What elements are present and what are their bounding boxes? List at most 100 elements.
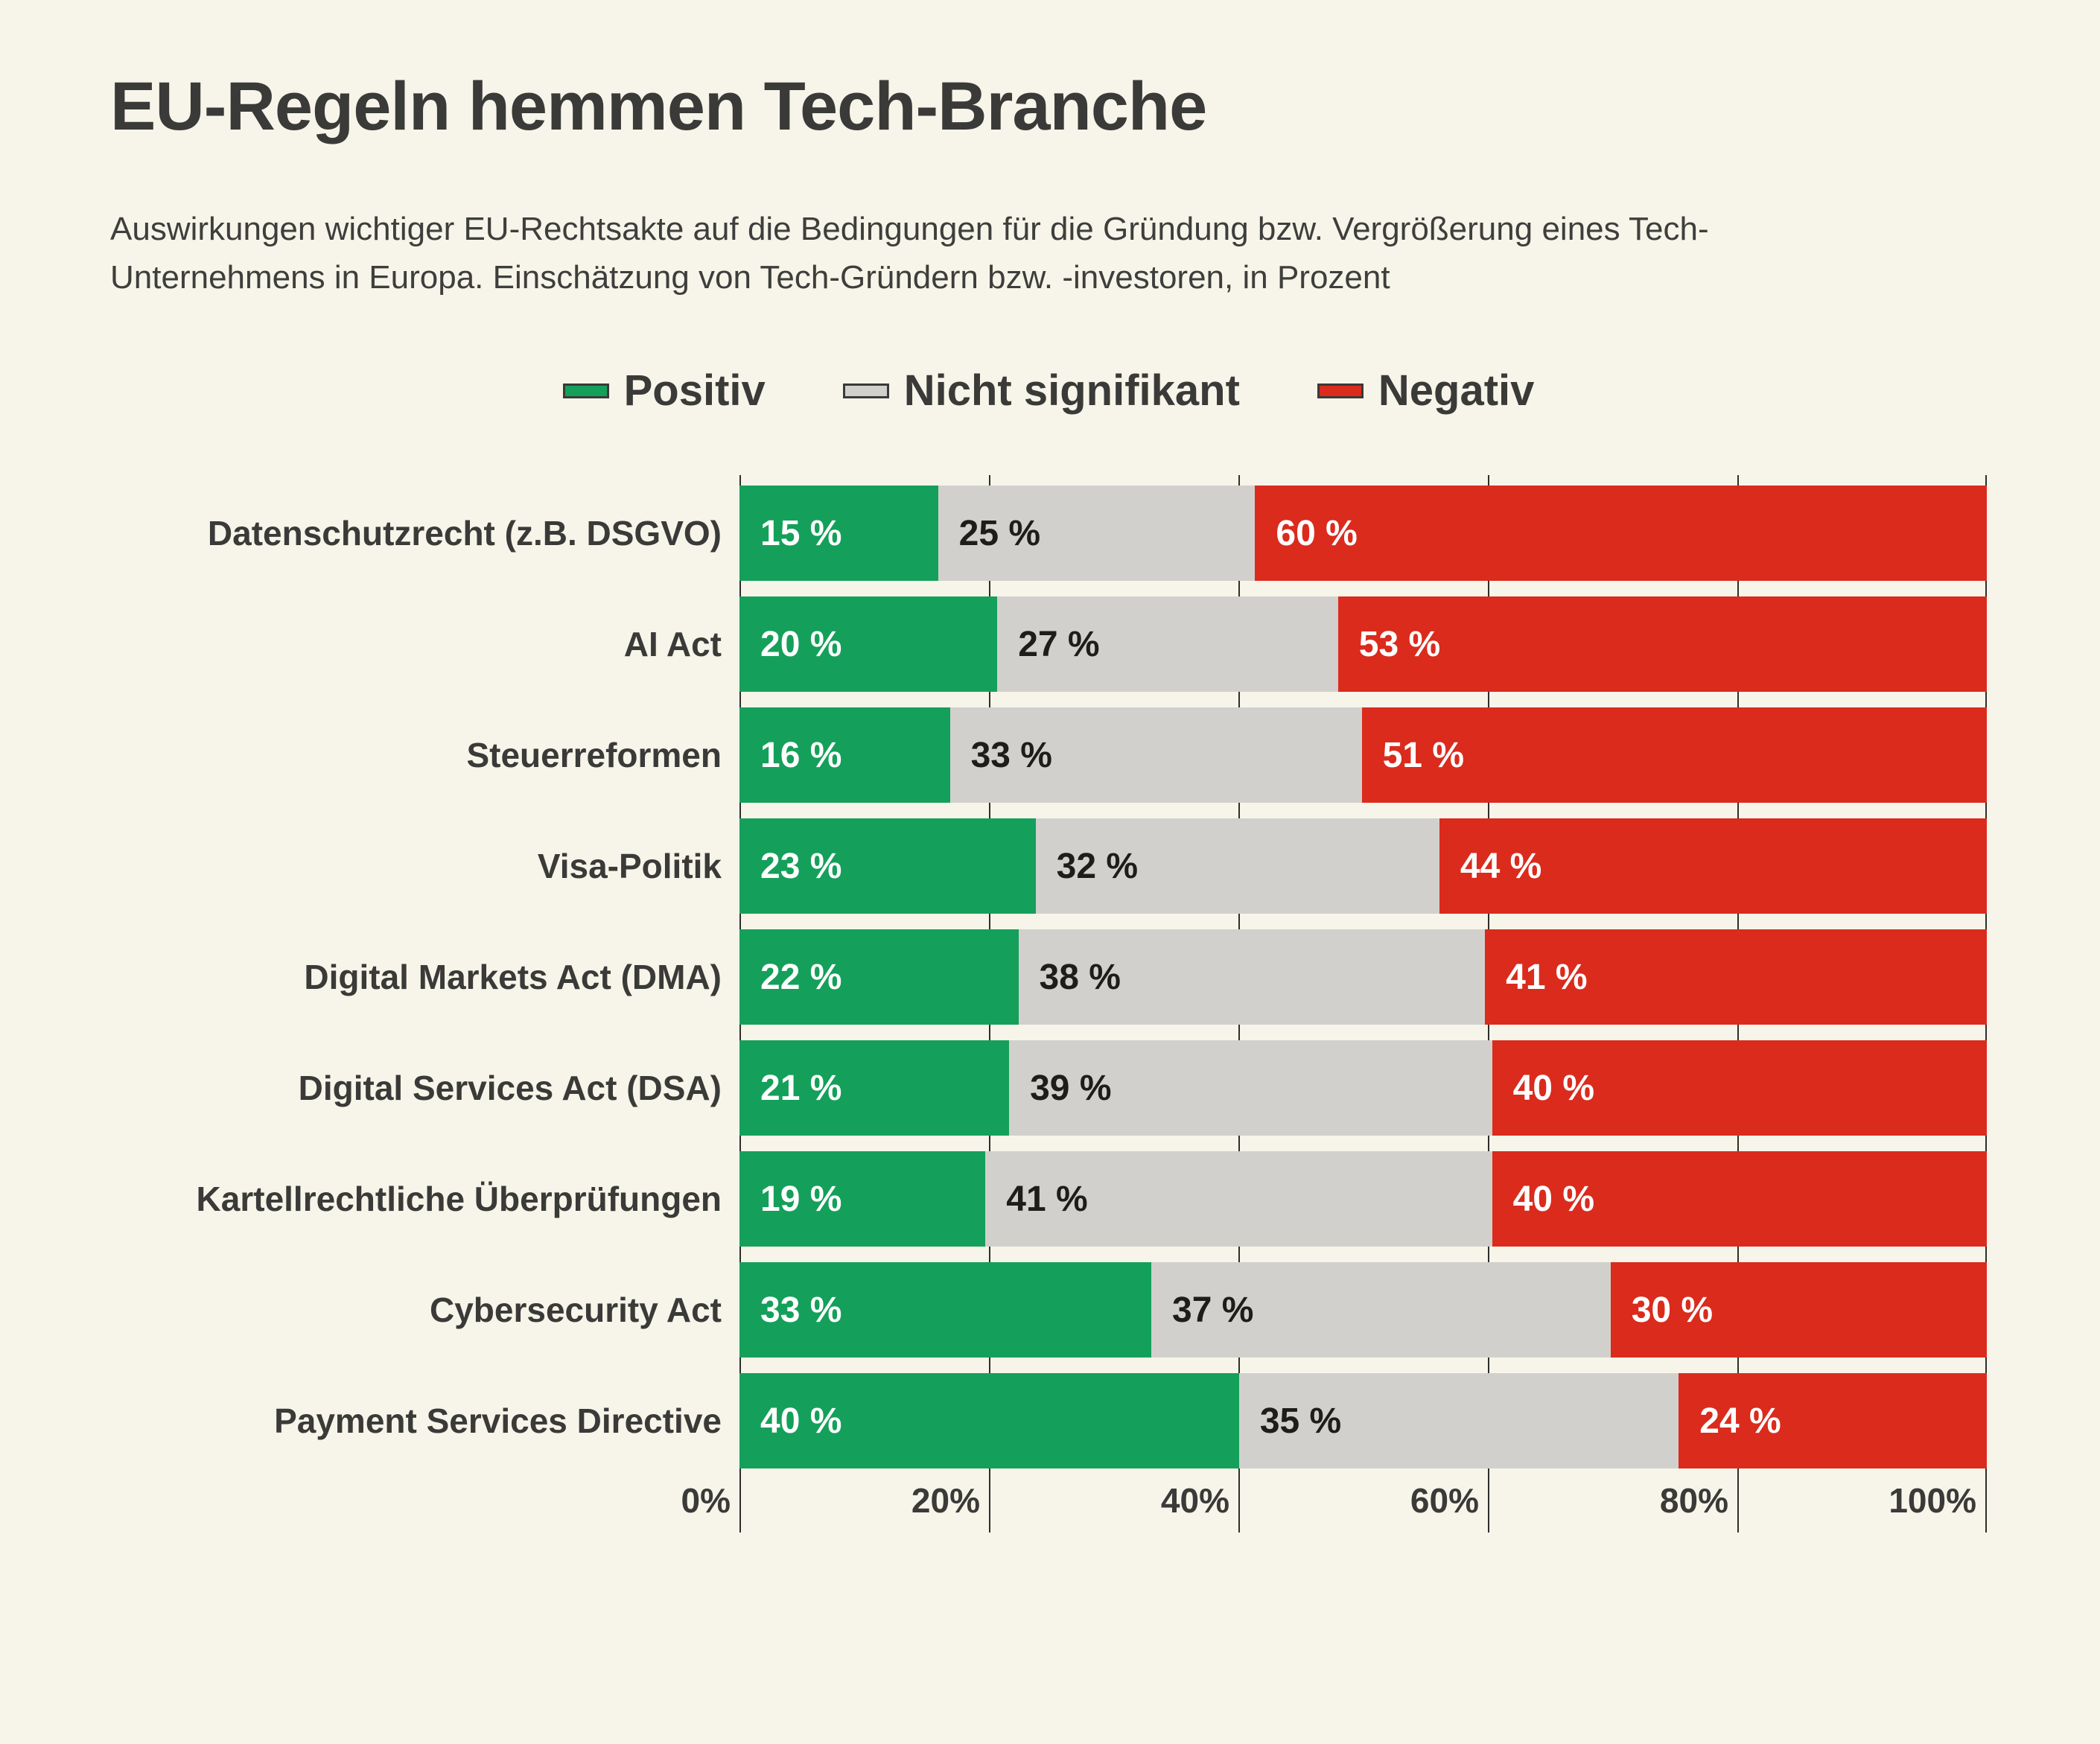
tick-line bbox=[1488, 1468, 1489, 1533]
legend-item-1: Positiv bbox=[562, 366, 766, 416]
stacked-bar: 23 % 32 % 44 % bbox=[739, 818, 1987, 914]
tick-label: 60% bbox=[1410, 1481, 1479, 1521]
category-label: Cybersecurity Act bbox=[429, 1291, 722, 1330]
bar-segment-nicht-signifikant: 32 % bbox=[1035, 818, 1439, 914]
bar-segment-nicht-signifikant: 37 % bbox=[1151, 1262, 1611, 1358]
bar-row: Cybersecurity Act 33 % 37 % 30 % bbox=[430, 1262, 1987, 1358]
bar-row: Visa-Politik 23 % 32 % 44 % bbox=[538, 818, 1987, 914]
bar-segment-positiv: 22 % bbox=[739, 929, 1019, 1025]
tick-line bbox=[1238, 1468, 1240, 1533]
bar-segment-negativ: 51 % bbox=[1361, 707, 1987, 803]
segment-value-label: 44 % bbox=[1460, 846, 1542, 886]
bar-segment-positiv: 19 % bbox=[739, 1151, 986, 1247]
segment-value-label: 39 % bbox=[1030, 1068, 1112, 1108]
stacked-bar: 22 % 38 % 41 % bbox=[739, 929, 1987, 1025]
bar-segment-negativ: 41 % bbox=[1485, 929, 1987, 1025]
segment-value-label: 25 % bbox=[958, 513, 1041, 553]
segment-value-label: 23 % bbox=[760, 846, 842, 886]
segment-value-label: 41 % bbox=[1506, 957, 1588, 997]
segment-value-label: 60 % bbox=[1276, 513, 1358, 553]
bar-segment-positiv: 33 % bbox=[739, 1262, 1152, 1358]
bar-segment-nicht-signifikant: 38 % bbox=[1018, 929, 1486, 1025]
segment-value-label: 15 % bbox=[760, 513, 842, 553]
bar-segment-nicht-signifikant: 39 % bbox=[1009, 1040, 1492, 1136]
bar-segment-positiv: 21 % bbox=[739, 1040, 1010, 1136]
bar-segment-nicht-signifikant: 33 % bbox=[949, 707, 1362, 803]
tick-label: 0% bbox=[681, 1481, 731, 1521]
legend-item-2: Nicht signifikant bbox=[842, 366, 1240, 416]
segment-value-label: 35 % bbox=[1259, 1401, 1342, 1441]
segment-value-label: 40 % bbox=[760, 1401, 842, 1441]
tick-label: 20% bbox=[911, 1481, 980, 1521]
bar-segment-negativ: 44 % bbox=[1439, 818, 1987, 914]
category-label: AI Act bbox=[623, 625, 722, 664]
bar-rows: Datenschutzrecht (z.B. DSGVO) 15 % 25 % 60 … bbox=[197, 486, 1988, 1469]
tick-line bbox=[739, 1468, 741, 1533]
stacked-bar: 33 % 37 % 30 % bbox=[739, 1262, 1987, 1358]
category-label: Datenschutzrecht (z.B. DSGVO) bbox=[207, 514, 722, 553]
bar-segment-negativ: 40 % bbox=[1492, 1040, 1987, 1136]
page-title: EU-Regeln hemmen Tech-Branche bbox=[110, 69, 1207, 144]
legend-label: Positiv bbox=[623, 366, 766, 416]
segment-value-label: 27 % bbox=[1018, 624, 1100, 664]
tick-label: 80% bbox=[1659, 1481, 1728, 1521]
stacked-bar: 21 % 39 % 40 % bbox=[739, 1040, 1987, 1136]
bar-row: Kartellrechtliche Überprüfungen 19 % 41 % 4… bbox=[197, 1151, 1988, 1247]
tick-label: 40% bbox=[1160, 1481, 1229, 1521]
category-label: Digital Services Act (DSA) bbox=[298, 1069, 722, 1108]
legend-label: Nicht signifikant bbox=[903, 366, 1240, 416]
segment-value-label: 16 % bbox=[760, 735, 842, 775]
stacked-bar: 16 % 33 % 51 % bbox=[739, 707, 1987, 803]
category-label: Payment Services Directive bbox=[274, 1401, 722, 1441]
stacked-bar: 40 % 35 % 24 % bbox=[739, 1373, 1987, 1469]
legend-label: Negativ bbox=[1378, 366, 1535, 416]
tick-label: 100% bbox=[1889, 1481, 1976, 1521]
segment-value-label: 51 % bbox=[1382, 735, 1464, 775]
segment-value-label: 24 % bbox=[1699, 1401, 1781, 1441]
segment-value-label: 32 % bbox=[1056, 846, 1139, 886]
x-axis: 0% 20% 40% 60% 80% 100% bbox=[681, 1468, 1987, 1537]
bar-segment-negativ: 40 % bbox=[1492, 1151, 1988, 1247]
segment-value-label: 19 % bbox=[760, 1179, 842, 1219]
bar-row: Datenschutzrecht (z.B. DSGVO) 15 % 25 % 60 … bbox=[208, 486, 1987, 582]
bar-segment-negativ: 60 % bbox=[1255, 486, 1987, 582]
segment-value-label: 37 % bbox=[1172, 1290, 1254, 1330]
stacked-bar: 20 % 27 % 53 % bbox=[739, 596, 1987, 693]
tick-line bbox=[1985, 1468, 1987, 1533]
stacked-bar: 19 % 41 % 40 % bbox=[739, 1151, 1988, 1247]
bar-segment-negativ: 53 % bbox=[1337, 596, 1987, 693]
bar-row: Digital Markets Act (DMA) 22 % 38 % 41 % bbox=[304, 929, 1987, 1025]
subtitle-line-2: Unternehmens in Europa. Einschätzung von… bbox=[110, 259, 1390, 296]
segment-value-label: 53 % bbox=[1358, 624, 1441, 664]
legend-item-3: Negativ bbox=[1317, 366, 1535, 416]
bar-segment-nicht-signifikant: 27 % bbox=[997, 596, 1338, 693]
segment-value-label: 30 % bbox=[1631, 1290, 1714, 1330]
bar-segment-positiv: 16 % bbox=[739, 707, 950, 803]
bar-segment-nicht-signifikant: 35 % bbox=[1238, 1373, 1679, 1469]
bar-segment-negativ: 30 % bbox=[1610, 1262, 1987, 1358]
bar-row: AI Act 20 % 27 % 53 % bbox=[624, 596, 1987, 693]
segment-value-label: 22 % bbox=[760, 957, 842, 997]
bar-segment-positiv: 40 % bbox=[739, 1373, 1239, 1469]
legend-swatch-icon bbox=[562, 383, 609, 398]
segment-value-label: 33 % bbox=[970, 735, 1052, 775]
legend-swatch-icon bbox=[1317, 383, 1364, 398]
segment-value-label: 20 % bbox=[760, 624, 842, 664]
segment-value-label: 40 % bbox=[1512, 1179, 1595, 1219]
bar-segment-positiv: 23 % bbox=[739, 818, 1036, 914]
category-label: Steuerreformen bbox=[466, 736, 722, 775]
tick-line bbox=[1737, 1468, 1739, 1533]
segment-value-label: 21 % bbox=[760, 1068, 842, 1108]
category-label: Digital Markets Act (DMA) bbox=[304, 958, 722, 997]
bar-segment-positiv: 15 % bbox=[739, 486, 938, 582]
legend-swatch-icon bbox=[842, 383, 889, 398]
tick-line bbox=[989, 1468, 990, 1533]
category-label: Visa-Politik bbox=[537, 847, 722, 886]
stacked-bar-chart: Datenschutzrecht (z.B. DSGVO) 15 % 25 % 60 … bbox=[110, 475, 1988, 1744]
segment-value-label: 38 % bbox=[1039, 957, 1121, 997]
bar-segment-positiv: 20 % bbox=[739, 596, 998, 693]
segment-value-label: 40 % bbox=[1512, 1068, 1594, 1108]
bar-segment-negativ: 24 % bbox=[1679, 1373, 1987, 1469]
